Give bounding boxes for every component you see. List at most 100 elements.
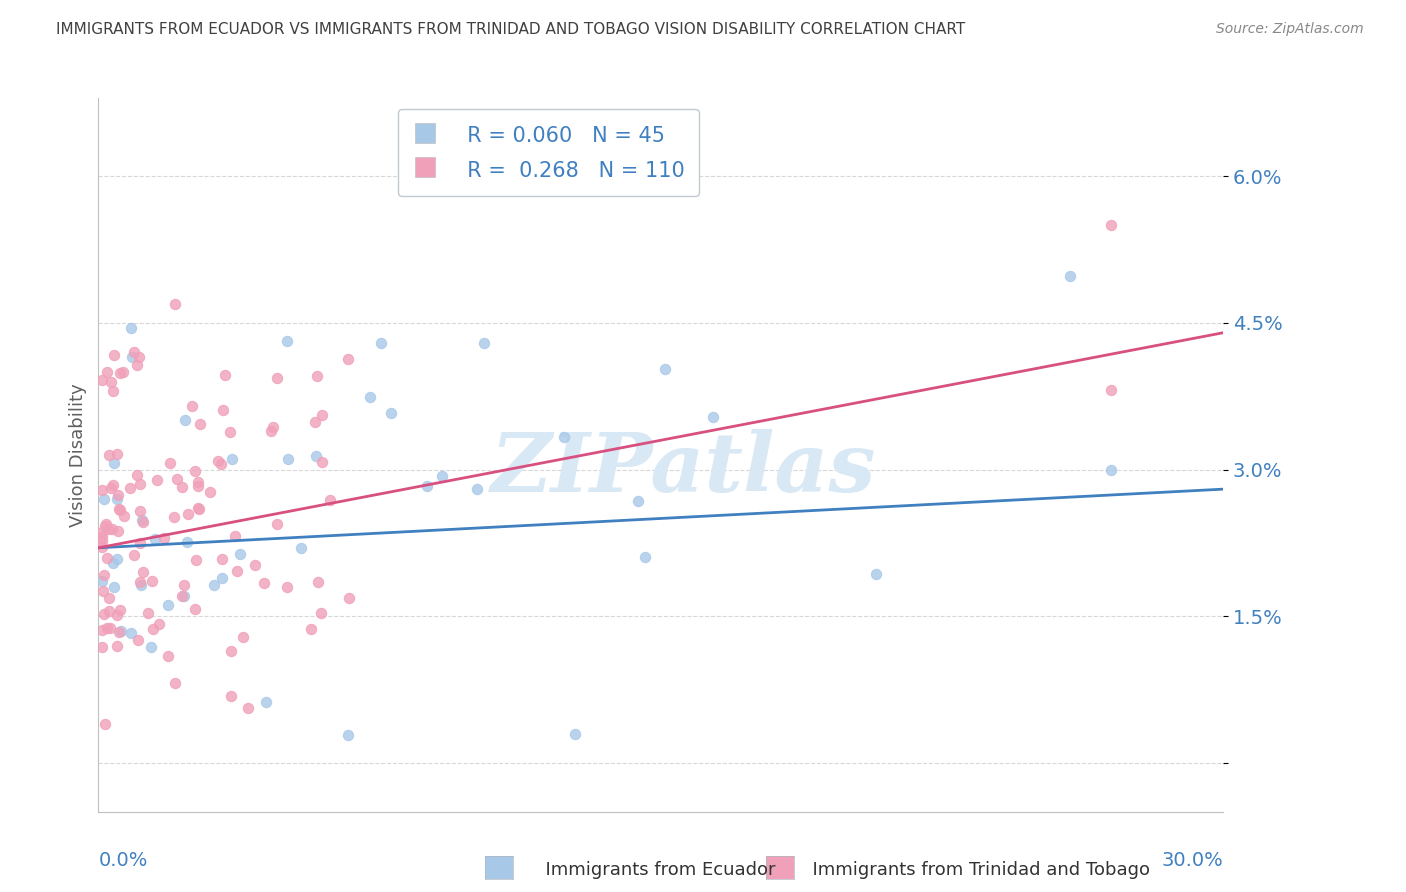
Point (107, 488, 129, 502)
Point (128, 476, 150, 491)
Point (277, 452, 299, 467)
Point (122, 548, 145, 562)
Point (307, 575, 329, 590)
Point (110, 624, 132, 638)
Point (122, 345, 145, 359)
Point (311, 455, 333, 469)
Point (564, 726, 586, 740)
Point (209, 458, 232, 472)
Point (370, 335, 392, 350)
Point (120, 321, 142, 335)
Point (112, 365, 135, 379)
Point (93, 567, 115, 582)
Point (105, 639, 128, 653)
Point (304, 449, 326, 463)
Point (127, 633, 149, 648)
Point (91, 525, 114, 540)
Point (416, 479, 439, 493)
Point (299, 622, 322, 636)
Point (380, 406, 402, 420)
Point (94, 519, 117, 533)
Point (157, 598, 180, 612)
Point (304, 415, 326, 429)
Point (243, 558, 266, 573)
Point (132, 566, 155, 580)
Point (214, 368, 236, 382)
Point (1099, 462, 1122, 476)
Point (131, 513, 153, 527)
Point (634, 550, 657, 565)
Point (202, 577, 225, 591)
Point (108, 502, 131, 516)
Point (93, 607, 115, 621)
Point (108, 603, 131, 617)
Point (173, 413, 195, 427)
Point (91, 623, 114, 637)
Point (221, 452, 243, 467)
Text: ZIPatlas: ZIPatlas (491, 429, 876, 509)
Point (145, 473, 167, 487)
Point (162, 509, 184, 524)
Point (142, 623, 165, 637)
Point (96, 551, 118, 566)
Text: 30.0%: 30.0% (1161, 851, 1223, 870)
Text: Source: ZipAtlas.com: Source: ZipAtlas.com (1216, 22, 1364, 37)
Point (627, 494, 650, 508)
Point (472, 335, 495, 350)
Point (105, 447, 128, 461)
Point (1099, 384, 1122, 398)
Point (128, 350, 150, 364)
Point (100, 481, 122, 495)
Point (211, 571, 233, 585)
Point (276, 580, 298, 594)
Point (467, 483, 489, 497)
Point (172, 480, 194, 494)
Point (94, 516, 117, 531)
Point (159, 456, 181, 470)
Point (290, 541, 312, 555)
Point (211, 403, 233, 417)
Point (141, 640, 163, 655)
Point (93, 583, 115, 598)
Point (98, 449, 121, 463)
Point (157, 648, 180, 663)
Point (98, 591, 121, 605)
Text: Immigrants from Ecuador: Immigrants from Ecuador (534, 861, 776, 879)
Point (129, 535, 152, 549)
Point (553, 430, 575, 444)
Point (128, 575, 150, 590)
Point (337, 591, 360, 605)
Point (91, 483, 114, 497)
Point (91, 373, 114, 387)
Point (105, 491, 128, 506)
Point (94, 717, 117, 731)
Point (173, 578, 195, 592)
Point (103, 348, 125, 362)
Point (91, 640, 114, 654)
Point (145, 533, 167, 547)
Point (253, 575, 276, 590)
Point (1059, 268, 1081, 283)
Point (319, 492, 342, 507)
Text: IMMIGRANTS FROM ECUADOR VS IMMIGRANTS FROM TRINIDAD AND TOBAGO VISION DISABILITY: IMMIGRANTS FROM ECUADOR VS IMMIGRANTS FR… (56, 22, 966, 37)
Point (865, 566, 887, 581)
Point (101, 556, 124, 570)
Point (129, 577, 152, 591)
Point (166, 472, 188, 486)
Point (127, 358, 149, 372)
Point (98, 621, 121, 635)
Point (103, 580, 125, 594)
Point (107, 552, 129, 566)
Point (132, 515, 155, 529)
Point (110, 366, 132, 380)
Point (311, 606, 333, 620)
Point (254, 695, 277, 709)
Point (120, 626, 142, 640)
Point (129, 504, 152, 518)
Point (654, 361, 676, 376)
Point (187, 479, 209, 493)
Text: Immigrants from Trinidad and Tobago: Immigrants from Trinidad and Tobago (801, 861, 1150, 879)
Point (112, 509, 135, 524)
Text: 0.0%: 0.0% (98, 851, 148, 870)
Point (103, 456, 125, 470)
